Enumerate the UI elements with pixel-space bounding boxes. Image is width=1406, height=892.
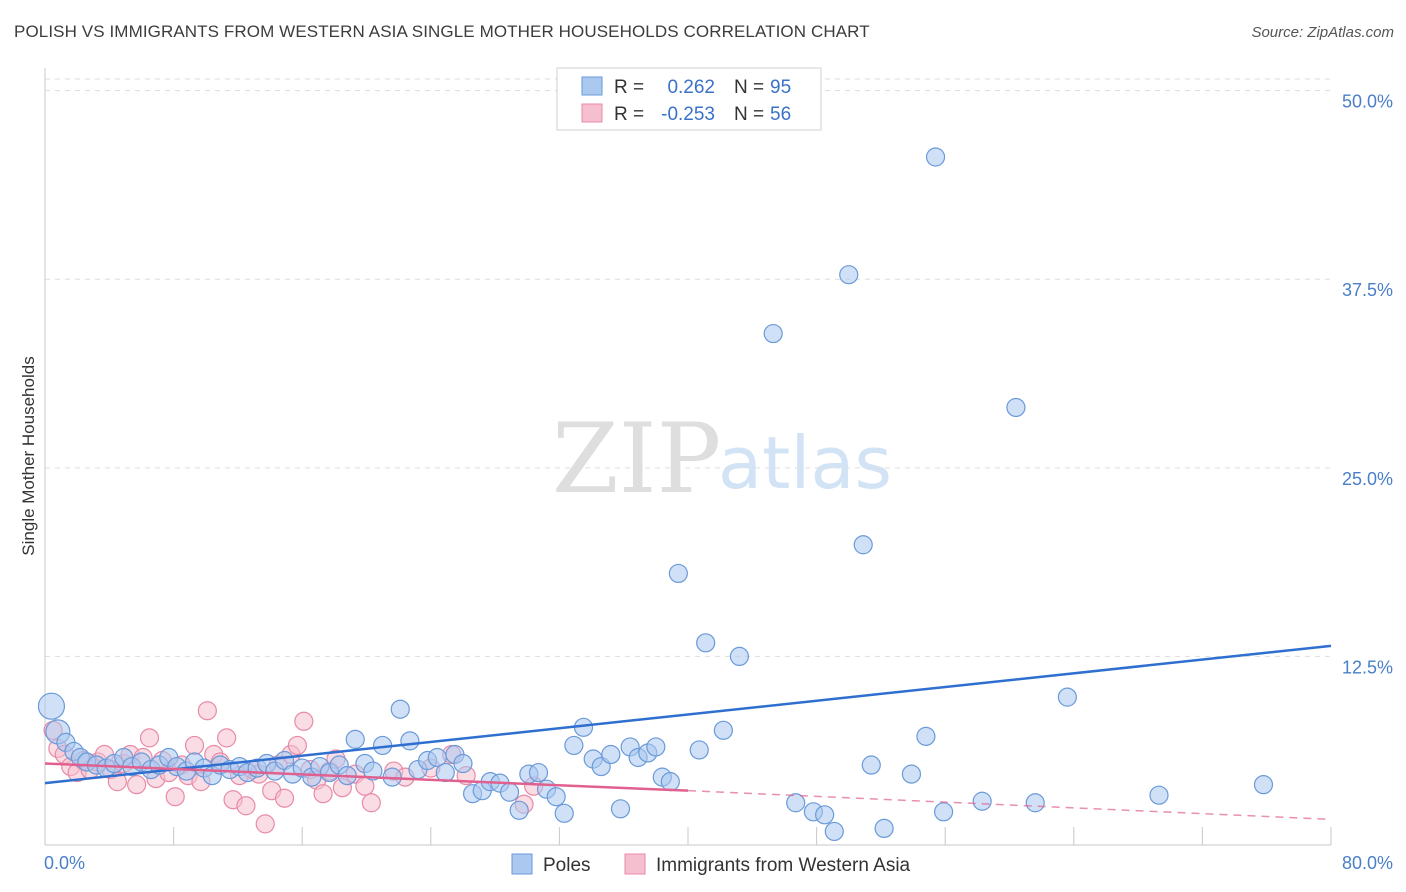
poles-point xyxy=(916,726,936,746)
poles-point xyxy=(546,787,566,807)
poles-point xyxy=(861,755,881,775)
y-axis-label: Single Mother Households xyxy=(19,356,38,555)
imm-point xyxy=(184,735,205,756)
poles-point xyxy=(453,753,473,774)
legend-r-label-imm: R = xyxy=(614,104,644,125)
legend-top: R = 0.262 N = 95 R = -0.253 N = 56 xyxy=(556,67,822,131)
imm-point xyxy=(287,735,307,756)
poles-point xyxy=(610,799,631,819)
poles-point xyxy=(839,265,859,285)
poles-point xyxy=(763,323,783,344)
poles-point xyxy=(729,646,750,667)
poles-point xyxy=(933,802,954,822)
legend-n-label-poles: N = xyxy=(734,77,764,98)
poles-point xyxy=(390,699,410,719)
legend-r-value-poles: 0.262 xyxy=(667,77,715,98)
imm-point xyxy=(139,728,160,748)
imm-point xyxy=(294,711,314,731)
legend-bottom-label-imm: Immigrants from Western Asia xyxy=(656,855,911,876)
x-tick-label-max: 80.0% xyxy=(1342,853,1393,873)
legend-bottom-swatch-imm xyxy=(624,853,646,875)
y-tick-labels: 12.5% 25.0% 37.5% 50.0% xyxy=(1342,92,1393,678)
poles-points xyxy=(37,147,1274,842)
imm-point xyxy=(197,701,217,721)
poles-point xyxy=(509,800,529,820)
watermark-atlas: atlas xyxy=(718,421,892,505)
watermark-zip: ZIP xyxy=(552,403,721,515)
poles-point xyxy=(815,805,835,825)
legend-bottom: Poles Immigrants from Western Asia xyxy=(511,853,911,876)
poles-point xyxy=(1253,775,1274,795)
y-tick-label: 12.5% xyxy=(1342,657,1393,677)
legend-n-value-imm: 56 xyxy=(770,104,791,125)
legend-r-label-poles: R = xyxy=(614,77,644,98)
poles-point xyxy=(554,803,574,823)
imm-point xyxy=(313,784,333,804)
legend-n-value-poles: 95 xyxy=(770,77,791,98)
poles-point xyxy=(874,818,894,839)
poles-point xyxy=(1149,785,1169,805)
imm-trend-line-extension xyxy=(687,789,1332,821)
poles-point xyxy=(528,762,549,783)
legend-r-value-imm: -0.253 xyxy=(661,104,715,125)
poles-point xyxy=(363,761,383,781)
legend-swatch-poles xyxy=(581,76,603,96)
imm-point xyxy=(217,728,237,748)
imm-point xyxy=(236,796,256,816)
poles-point xyxy=(1006,397,1026,418)
poles-trend-line xyxy=(44,644,1332,785)
poles-point xyxy=(499,782,520,802)
y-tick-label: 37.5% xyxy=(1342,280,1393,300)
poles-point xyxy=(400,731,420,751)
poles-point xyxy=(646,737,666,757)
poles-point xyxy=(564,735,584,756)
chart-title: POLISH VS IMMIGRANTS FROM WESTERN ASIA S… xyxy=(14,22,870,41)
poles-point xyxy=(668,563,688,584)
poles-point xyxy=(345,729,365,749)
poles-point xyxy=(901,764,922,784)
imm-point xyxy=(127,775,147,795)
grid-layer xyxy=(45,78,1331,657)
poles-point xyxy=(925,147,946,167)
poles-point xyxy=(696,633,716,653)
imm-point xyxy=(361,793,381,813)
y-tick-label: 25.0% xyxy=(1342,469,1393,489)
poles-point xyxy=(1025,793,1045,813)
poles-point xyxy=(713,720,733,740)
imm-point xyxy=(165,787,185,807)
x-tick-label-min: 0.0% xyxy=(44,853,85,873)
imm-point xyxy=(274,788,295,808)
poles-point xyxy=(786,793,806,813)
poles-point xyxy=(37,692,66,720)
poles-point xyxy=(660,772,680,792)
legend-swatch-imm xyxy=(581,103,603,123)
trend-lines xyxy=(44,644,1332,821)
poles-point xyxy=(689,740,709,760)
x-tick-marks xyxy=(173,827,1332,845)
poles-point xyxy=(601,744,621,765)
poles-point xyxy=(853,535,873,555)
y-tick-label: 50.0% xyxy=(1342,92,1393,112)
legend-n-label-imm: N = xyxy=(734,104,764,125)
poles-point xyxy=(435,762,455,783)
poles-point xyxy=(824,821,844,842)
poles-point xyxy=(972,791,992,811)
legend-bottom-label-poles: Poles xyxy=(543,855,591,876)
source-attribution: Source: ZipAtlas.com xyxy=(1251,24,1394,41)
poles-point xyxy=(1057,687,1077,707)
imm-point xyxy=(255,814,275,834)
imm-trend-line xyxy=(44,762,689,792)
legend-bottom-swatch-poles xyxy=(511,853,533,875)
